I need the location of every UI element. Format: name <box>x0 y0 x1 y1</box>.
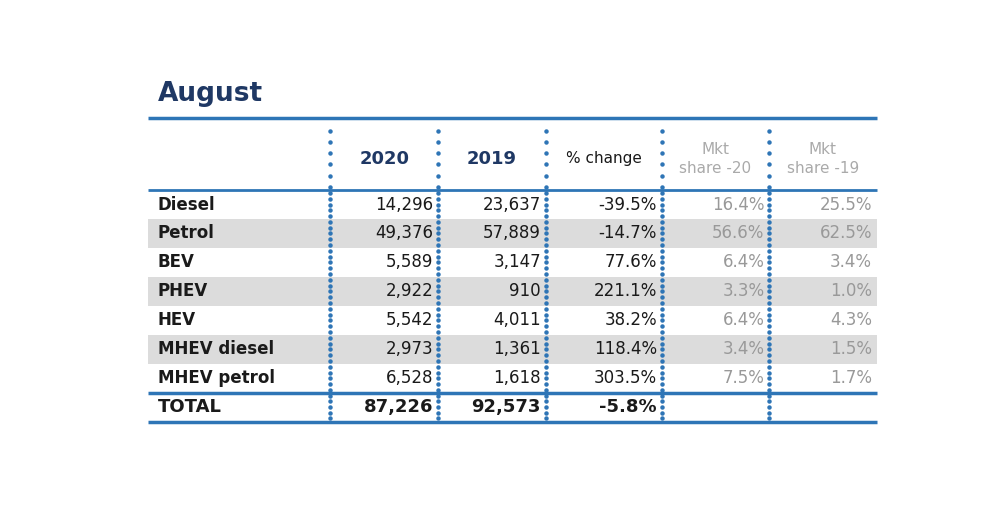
Text: PHEV: PHEV <box>158 282 208 300</box>
Bar <box>148 219 877 248</box>
Text: 6.4%: 6.4% <box>723 253 764 271</box>
Text: -14.7%: -14.7% <box>598 225 657 242</box>
Text: 4,011: 4,011 <box>493 311 541 329</box>
Text: 38.2%: 38.2% <box>604 311 657 329</box>
Text: 3.4%: 3.4% <box>722 340 764 358</box>
Text: Mkt
share -20: Mkt share -20 <box>679 142 751 176</box>
Text: 3.4%: 3.4% <box>830 253 872 271</box>
Bar <box>148 335 877 364</box>
Text: 303.5%: 303.5% <box>594 369 657 387</box>
Text: 6,528: 6,528 <box>386 369 433 387</box>
Text: Petrol: Petrol <box>158 225 214 242</box>
Text: HEV: HEV <box>158 311 196 329</box>
Text: 1.5%: 1.5% <box>830 340 872 358</box>
Text: TOTAL: TOTAL <box>158 398 221 416</box>
Text: 77.6%: 77.6% <box>604 253 657 271</box>
Text: 23,637: 23,637 <box>483 196 541 213</box>
Text: 118.4%: 118.4% <box>594 340 657 358</box>
Text: BEV: BEV <box>158 253 194 271</box>
Text: 49,376: 49,376 <box>375 225 433 242</box>
Text: 7.5%: 7.5% <box>723 369 764 387</box>
Text: 14,296: 14,296 <box>375 196 433 213</box>
Text: 2,973: 2,973 <box>386 340 433 358</box>
Text: 2019: 2019 <box>467 150 517 168</box>
Text: 3.3%: 3.3% <box>722 282 764 300</box>
Text: 92,573: 92,573 <box>472 398 541 416</box>
Text: August: August <box>158 80 263 107</box>
Text: 4.3%: 4.3% <box>830 311 872 329</box>
Text: 3,147: 3,147 <box>493 253 541 271</box>
Bar <box>148 277 877 306</box>
Text: 57,889: 57,889 <box>483 225 541 242</box>
Text: -39.5%: -39.5% <box>598 196 657 213</box>
Text: 6.4%: 6.4% <box>723 311 764 329</box>
Text: 2,922: 2,922 <box>386 282 433 300</box>
Text: MHEV petrol: MHEV petrol <box>158 369 275 387</box>
Text: % change: % change <box>566 151 642 166</box>
Text: Mkt
share -19: Mkt share -19 <box>787 142 859 176</box>
Text: 62.5%: 62.5% <box>820 225 872 242</box>
Text: 25.5%: 25.5% <box>820 196 872 213</box>
Text: Diesel: Diesel <box>158 196 215 213</box>
Text: 1,618: 1,618 <box>493 369 541 387</box>
Text: 5,542: 5,542 <box>386 311 433 329</box>
Text: MHEV diesel: MHEV diesel <box>158 340 274 358</box>
Text: 16.4%: 16.4% <box>712 196 764 213</box>
Text: -5.8%: -5.8% <box>599 398 657 416</box>
Text: 87,226: 87,226 <box>364 398 433 416</box>
Text: 5,589: 5,589 <box>386 253 433 271</box>
Text: 221.1%: 221.1% <box>593 282 657 300</box>
Text: 1,361: 1,361 <box>493 340 541 358</box>
Text: 1.0%: 1.0% <box>830 282 872 300</box>
Text: 56.6%: 56.6% <box>712 225 764 242</box>
Text: 1.7%: 1.7% <box>830 369 872 387</box>
Text: 910: 910 <box>509 282 541 300</box>
Text: 2020: 2020 <box>359 150 409 168</box>
